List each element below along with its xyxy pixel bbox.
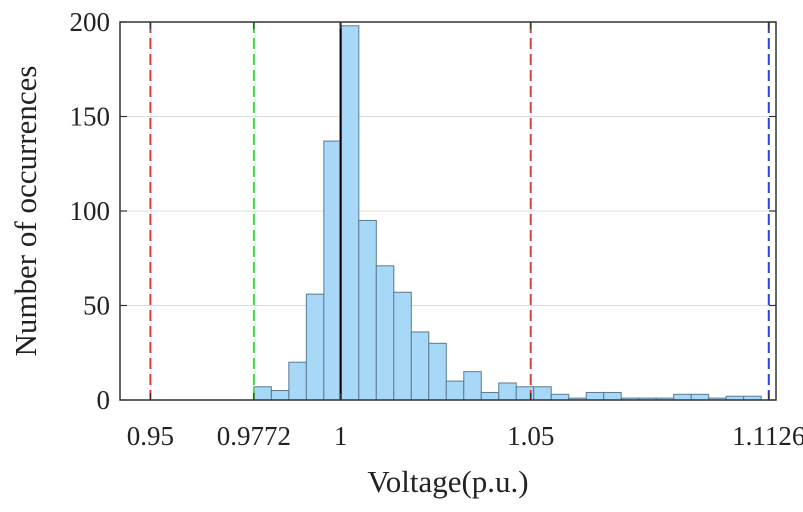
histogram-bar	[394, 292, 411, 400]
histogram-bar	[586, 392, 603, 400]
histogram-bar	[499, 383, 516, 400]
y-tick-label: 100	[70, 196, 111, 226]
histogram-bar	[674, 394, 691, 400]
y-tick-label: 50	[83, 291, 110, 321]
histogram-bar	[534, 387, 551, 400]
histogram-bar	[306, 294, 323, 400]
x-tick-label: 1	[334, 421, 348, 451]
histogram-bar	[271, 391, 288, 400]
histogram-bar	[481, 392, 498, 400]
histogram-bar	[464, 372, 481, 400]
x-tick-label: 1.05	[507, 421, 554, 451]
histogram-bar	[604, 392, 621, 400]
histogram-bar	[289, 362, 306, 400]
histogram-bar	[359, 220, 376, 400]
x-tick-label: 0.9772	[217, 421, 291, 451]
y-axis-title: Number of occurrences	[8, 66, 43, 357]
x-axis-title: Voltage(p.u.)	[367, 464, 528, 499]
histogram-bar	[341, 26, 358, 400]
histogram-bar	[551, 394, 568, 400]
histogram-bar	[254, 387, 271, 400]
histogram-bar	[691, 394, 708, 400]
x-tick-label: 0.95	[127, 421, 174, 451]
bars-layer	[254, 26, 761, 400]
histogram-bar	[429, 343, 446, 400]
histogram-bar	[446, 381, 463, 400]
y-tick-label: 200	[70, 7, 111, 37]
grid-layer	[120, 117, 776, 306]
x-tick-label: 1.1126	[732, 421, 803, 451]
histogram-bar	[411, 332, 428, 400]
histogram-bar	[376, 266, 393, 400]
y-tick-label: 0	[97, 385, 111, 415]
y-tick-label: 150	[70, 102, 111, 132]
histogram-bar	[324, 141, 341, 400]
